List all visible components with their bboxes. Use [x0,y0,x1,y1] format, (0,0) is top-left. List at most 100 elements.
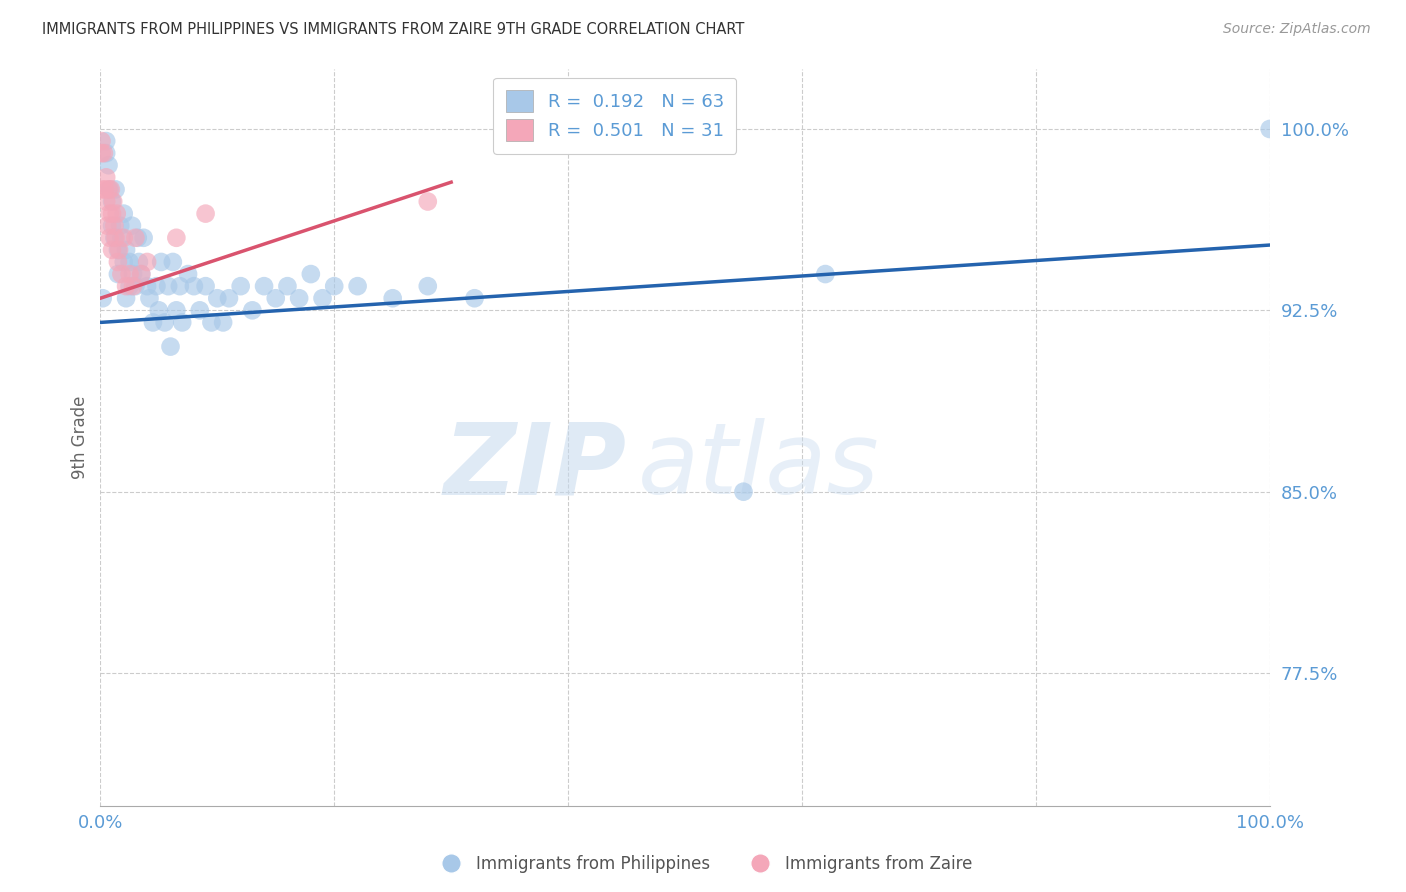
Point [108,243,131,257]
Text: atlas: atlas [638,418,880,516]
Point [90,134,112,148]
Point [107,255,129,269]
Y-axis label: 9th Grade: 9th Grade [72,396,89,479]
Point [103,231,125,245]
Point [112,255,135,269]
Point [96,194,118,209]
Point [104,182,127,196]
Point [107,243,129,257]
Point [323,279,346,293]
Point [212,315,235,329]
Point [311,291,333,305]
Point [115,291,138,305]
Point [153,315,176,329]
Point [194,279,217,293]
Point [107,267,129,281]
Point [264,291,287,305]
Point [96,146,118,161]
Point [101,243,124,257]
Point [104,231,127,245]
Point [96,219,118,233]
Point [136,279,159,293]
Point [127,231,149,245]
Point [276,279,298,293]
Point [90,146,112,161]
Point [124,279,146,293]
Point [94,182,117,196]
Point [115,243,138,257]
Point [91,182,114,196]
Point [122,267,145,281]
Point [93,146,115,161]
Point [110,231,132,245]
Text: ZIP: ZIP [443,418,627,516]
Point [229,279,252,293]
Point [128,255,150,269]
Point [118,279,141,293]
Point [194,206,217,220]
Point [159,340,181,354]
Point [100,182,122,196]
Text: Source: ZipAtlas.com: Source: ZipAtlas.com [1223,22,1371,37]
Point [299,267,322,281]
Point [207,291,229,305]
Point [157,279,180,293]
Point [103,194,125,209]
Point [733,484,755,499]
Point [464,291,486,305]
Point [162,255,184,269]
Point [101,206,124,220]
Point [253,279,276,293]
Point [416,194,439,209]
Point [169,279,191,293]
Point [200,315,222,329]
Point [129,267,152,281]
Point [118,267,141,281]
Point [105,206,128,220]
Point [138,291,160,305]
Point [98,206,121,220]
Text: IMMIGRANTS FROM PHILIPPINES VS IMMIGRANTS FROM ZAIRE 9TH GRADE CORRELATION CHART: IMMIGRANTS FROM PHILIPPINES VS IMMIGRANT… [42,22,745,37]
Point [132,231,155,245]
Point [150,255,173,269]
Point [110,267,132,281]
Point [112,206,135,220]
Point [346,279,368,293]
Point [381,291,404,305]
Point [129,267,152,281]
Point [145,279,167,293]
Point [118,255,141,269]
Point [188,303,211,318]
Point [165,231,187,245]
Point [416,279,439,293]
Point [101,194,124,209]
Point [101,219,124,233]
Point [165,303,187,318]
Point [122,279,145,293]
Point [124,231,146,245]
Point [240,303,263,318]
Legend: R =  0.192   N = 63, R =  0.501   N = 31: R = 0.192 N = 63, R = 0.501 N = 31 [494,78,737,154]
Point [142,315,165,329]
Point [96,134,118,148]
Point [97,182,120,196]
Point [103,219,125,233]
Point [218,291,240,305]
Point [98,182,121,196]
Point [97,158,120,172]
Point [172,315,194,329]
Point [98,231,121,245]
Point [183,279,205,293]
Point [1258,122,1281,136]
Point [148,303,170,318]
Legend: Immigrants from Philippines, Immigrants from Zaire: Immigrants from Philippines, Immigrants … [427,848,979,880]
Point [177,267,200,281]
Point [110,219,132,233]
Point [121,219,143,233]
Point [96,170,118,185]
Point [115,279,138,293]
Point [91,291,114,305]
Point [136,255,159,269]
Point [814,267,837,281]
Point [288,291,311,305]
